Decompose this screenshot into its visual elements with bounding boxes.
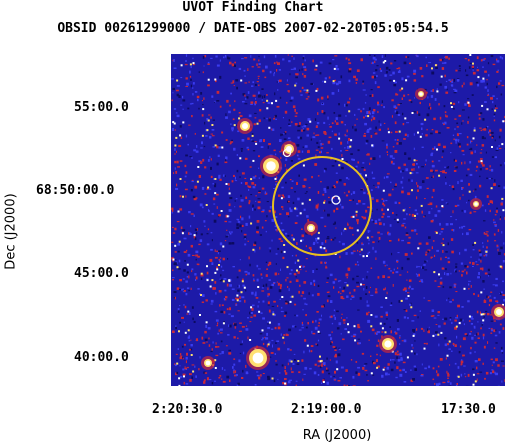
y-tick-label: 40:00.0 [74,350,129,365]
chart-title: UVOT Finding Chart [182,0,324,15]
x-tick-label: 2:19:00.0 [291,402,362,417]
y-tick-label: 45:00.0 [74,266,129,281]
chart-subtitle: OBSID 00261299000 / DATE-OBS 2007-02-20T… [57,21,449,36]
x-tick-label: 17:30.0 [441,402,496,417]
sky-image-canvas [171,54,505,386]
y-tick-label: 55:00.0 [74,100,129,115]
sky-image [171,54,505,386]
y-tick-label: 68:50:00.0 [36,183,115,198]
x-axis-label: RA (J2000) [302,428,372,443]
x-tick-label: 2:20:30.0 [152,402,223,417]
y-axis-label: Dec (J2000) [3,193,19,270]
